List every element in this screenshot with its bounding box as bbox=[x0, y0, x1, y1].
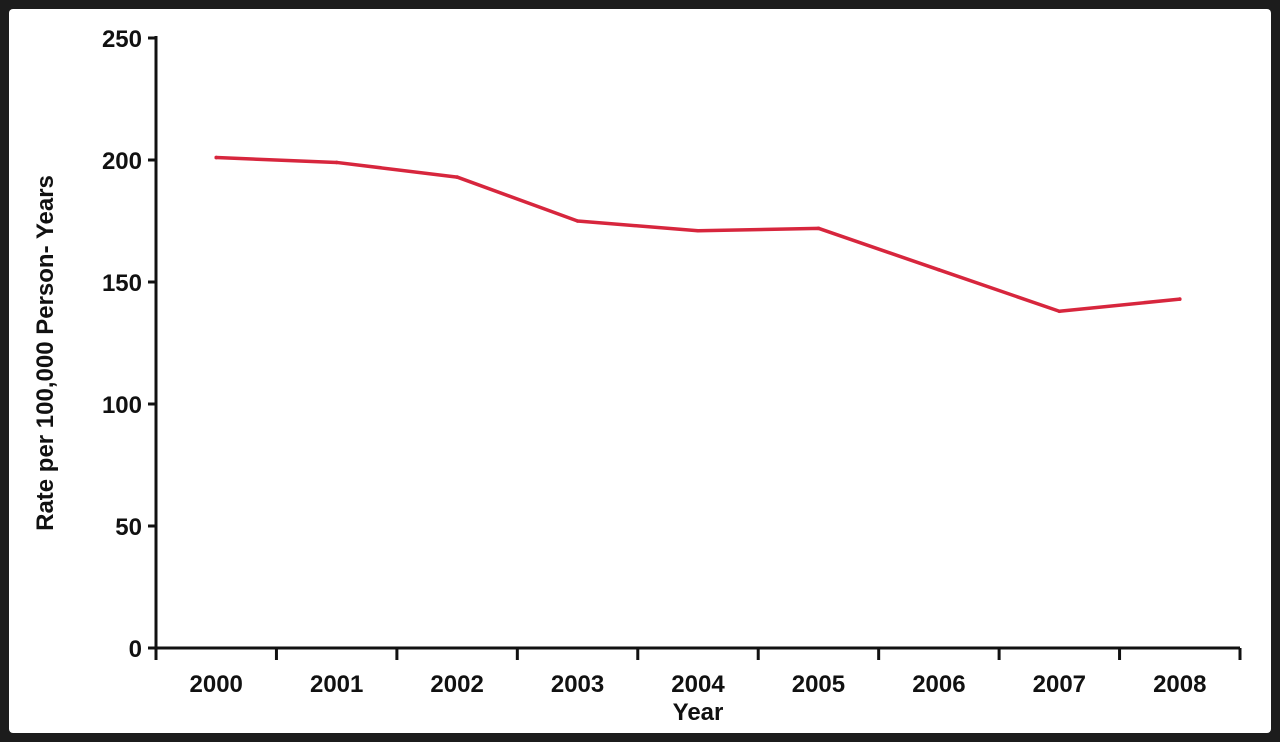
data-point bbox=[816, 226, 821, 231]
data-point bbox=[575, 219, 580, 223]
x-tick-label: 2003 bbox=[551, 671, 604, 698]
series-layer bbox=[214, 155, 1182, 314]
x-axis-title: Year bbox=[673, 699, 724, 726]
x-axis-ticks: 2000 2001 2002 2003 2004 2005 2006 2007 2008 bbox=[154, 648, 1242, 698]
line-chart: 0 50 100 150 200 250 2000 2001 2002 2003 2004 2005… bbox=[32, 26, 1242, 726]
y-tick-label: 0 bbox=[129, 636, 142, 663]
data-point bbox=[334, 160, 339, 165]
y-axis-ticks: 0 50 100 150 200 250 bbox=[102, 26, 156, 663]
series-line bbox=[214, 155, 1182, 314]
x-tick-label: 2005 bbox=[792, 671, 845, 698]
chart-frame: 0 50 100 150 200 250 2000 2001 2002 2003 2004 2005… bbox=[9, 9, 1271, 733]
x-tick-label: 2001 bbox=[310, 671, 363, 698]
y-tick-label: 150 bbox=[102, 270, 142, 297]
x-tick-label: 2007 bbox=[1033, 671, 1086, 698]
y-tick-label: 250 bbox=[102, 26, 142, 53]
data-point bbox=[1177, 297, 1182, 301]
y-tick-label: 200 bbox=[102, 148, 142, 175]
x-tick-label: 2008 bbox=[1153, 671, 1206, 698]
data-point bbox=[1057, 309, 1062, 314]
x-tick-label: 2006 bbox=[912, 671, 965, 698]
x-tick-label: 2000 bbox=[190, 671, 243, 698]
data-point bbox=[937, 268, 941, 272]
y-axis-title: Rate per 100,000 Person- Years bbox=[32, 175, 59, 531]
data-point bbox=[455, 175, 459, 179]
y-tick-label: 100 bbox=[102, 392, 142, 419]
data-point bbox=[214, 155, 219, 160]
y-tick-label: 50 bbox=[115, 514, 142, 541]
data-point bbox=[696, 228, 700, 233]
x-tick-label: 2002 bbox=[430, 671, 483, 698]
x-tick-label: 2004 bbox=[671, 671, 725, 698]
axes bbox=[154, 36, 1240, 656]
